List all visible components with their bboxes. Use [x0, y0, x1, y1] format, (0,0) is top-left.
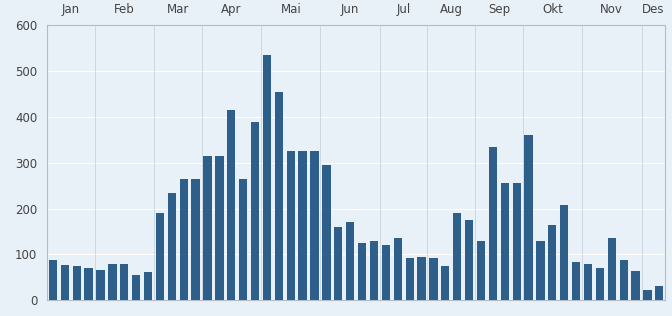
Bar	[441, 266, 450, 300]
Bar	[192, 179, 200, 300]
Bar	[489, 147, 497, 300]
Bar	[453, 213, 462, 300]
Bar	[156, 213, 164, 300]
Bar	[73, 266, 81, 300]
Bar	[49, 260, 57, 300]
Bar	[251, 121, 259, 300]
Bar	[168, 192, 176, 300]
Bar	[524, 135, 533, 300]
Bar	[632, 271, 640, 300]
Bar	[370, 241, 378, 300]
Bar	[120, 264, 128, 300]
Bar	[394, 238, 402, 300]
Bar	[204, 156, 212, 300]
Bar	[429, 258, 437, 300]
Bar	[215, 156, 224, 300]
Bar	[334, 227, 343, 300]
Bar	[560, 205, 569, 300]
Bar	[501, 183, 509, 300]
Bar	[144, 272, 153, 300]
Bar	[417, 257, 426, 300]
Bar	[536, 241, 544, 300]
Bar	[298, 151, 307, 300]
Bar	[382, 245, 390, 300]
Bar	[572, 262, 580, 300]
Bar	[643, 290, 652, 300]
Bar	[85, 268, 93, 300]
Bar	[263, 55, 271, 300]
Bar	[286, 151, 295, 300]
Bar	[548, 225, 556, 300]
Bar	[405, 258, 414, 300]
Bar	[96, 270, 105, 300]
Bar	[346, 222, 354, 300]
Bar	[179, 179, 188, 300]
Bar	[132, 275, 140, 300]
Bar	[227, 110, 235, 300]
Bar	[108, 264, 117, 300]
Bar	[275, 92, 283, 300]
Bar	[620, 260, 628, 300]
Bar	[584, 264, 592, 300]
Bar	[60, 265, 69, 300]
Bar	[655, 286, 663, 300]
Bar	[465, 220, 473, 300]
Bar	[358, 243, 366, 300]
Bar	[477, 241, 485, 300]
Bar	[513, 183, 521, 300]
Bar	[239, 179, 247, 300]
Bar	[607, 238, 616, 300]
Bar	[310, 151, 319, 300]
Bar	[323, 165, 331, 300]
Bar	[595, 268, 604, 300]
